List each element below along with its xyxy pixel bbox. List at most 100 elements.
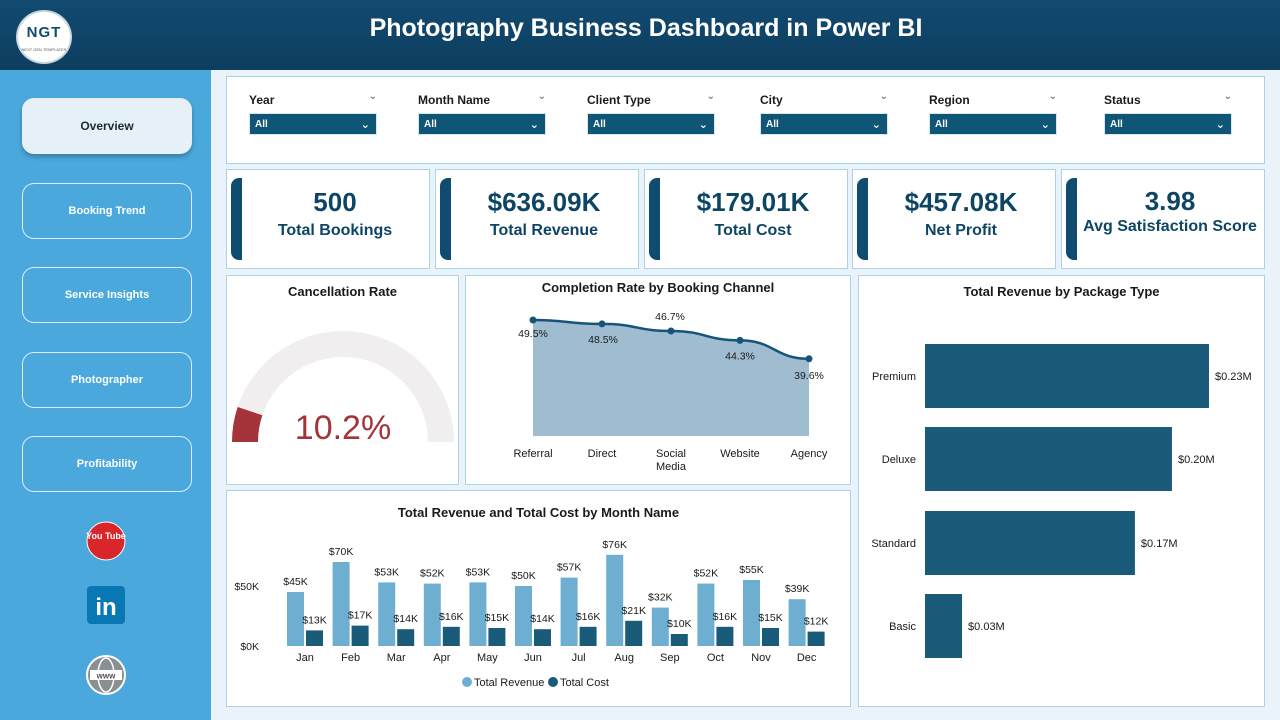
filter-label: Client Type [587, 93, 651, 107]
x-axis-label: Media [656, 461, 687, 473]
kpi-accent-bar [1066, 178, 1077, 260]
cost-bar [306, 630, 323, 646]
region-dropdown[interactable]: All ⌄ [929, 113, 1057, 135]
revenue-data-label: $52K [694, 568, 719, 580]
filter-label: City [760, 93, 783, 107]
chevron-down-icon[interactable]: ⌄ [879, 91, 888, 102]
horizontal-bar-chart[interactable]: Premium $0.23M Deluxe $0.20M Standard $0.17M B… [859, 276, 1264, 706]
cost-data-label: $10K [667, 618, 692, 630]
cost-data-label: $16K [439, 611, 464, 623]
chart-title: Total Revenue by Package Type [963, 284, 1160, 299]
package-bar [925, 344, 1209, 408]
y-axis-label: Deluxe [882, 454, 916, 466]
gauge-value-arc [232, 407, 263, 442]
grouped-bar-chart[interactable]: $0K $50K $45K $13K Jan $70K $17K Feb $53K $14K Mar… [227, 491, 850, 706]
gauge-chart[interactable]: 10.2% [227, 306, 458, 484]
revenue-bar [743, 580, 760, 646]
x-axis-label: Oct [707, 652, 724, 664]
main-content: Year ⌄ All ⌄ Month Name ⌄ All ⌄ Client Type ⌄… [211, 70, 1280, 720]
chart-title: Total Revenue and Total Cost by Month Na… [397, 505, 680, 520]
nav-overview-button[interactable]: Overview [22, 98, 192, 154]
city-dropdown[interactable]: All ⌄ [760, 113, 888, 135]
area-chart[interactable]: 49.5% 48.5% 46.7% 44.3% 39.6% Referral Direct S… [466, 276, 850, 484]
cost-data-label: $21K [621, 605, 646, 617]
filter-panel: Year ⌄ All ⌄ Month Name ⌄ All ⌄ Client Type ⌄… [226, 76, 1265, 164]
gauge-track [232, 331, 454, 442]
revenue-data-label: $39K [785, 583, 810, 595]
chart-title: Completion Rate by Booking Channel [541, 280, 775, 295]
youtube-icon[interactable]: You Tube [86, 521, 126, 561]
data-label: 46.7% [655, 311, 685, 323]
year-dropdown[interactable]: All ⌄ [249, 113, 377, 135]
youtube-icon-text: You Tube [86, 531, 126, 541]
cost-data-label: $16K [576, 611, 601, 623]
x-axis-label: May [477, 652, 498, 664]
cost-bar [397, 629, 415, 646]
filter-client-type: Client Type ⌄ All ⌄ [587, 91, 715, 135]
package-bar [925, 427, 1172, 491]
y-axis-label: Basic [889, 621, 916, 633]
cost-bar [351, 625, 369, 646]
cost-bar [534, 629, 551, 646]
revenue-bar [651, 607, 669, 646]
filter-status: Status ⌄ All ⌄ [1104, 91, 1232, 135]
chevron-down-icon[interactable]: ⌄ [1223, 91, 1232, 102]
revenue-bar [423, 583, 441, 646]
cost-bar [579, 626, 597, 646]
chevron-down-icon[interactable]: ⌄ [706, 91, 715, 102]
cost-data-label: $15K [758, 612, 783, 624]
revenue-data-label: $53K [374, 566, 399, 578]
filter-label: Year [249, 93, 275, 107]
kpi-accent-bar [440, 178, 451, 260]
kpi-accent-bar [231, 178, 242, 260]
kpi-label: Net Profit [925, 222, 997, 239]
kpi-label: Total Revenue [489, 222, 599, 239]
kpi-value: $457.08K [904, 187, 1018, 217]
completion-rate-card: Completion Rate by Booking Channel 49.5%… [465, 275, 851, 485]
chevron-down-icon: ⌄ [360, 119, 370, 131]
nav-service-insights-button[interactable]: Service Insights [22, 267, 192, 323]
revenue-bar [560, 577, 578, 646]
month-name-dropdown[interactable]: All ⌄ [418, 113, 546, 135]
cost-bar [670, 634, 688, 646]
x-axis-label: Jan [296, 652, 314, 664]
data-point [736, 336, 744, 344]
linkedin-icon[interactable]: in [86, 585, 126, 625]
x-axis-label: Nov [751, 652, 771, 664]
nav-booking-trend-button[interactable]: Booking Trend [22, 183, 192, 239]
x-axis-label: Mar [387, 652, 406, 664]
data-label: $0.03M [968, 621, 1005, 633]
legend-label: Total Revenue [474, 677, 544, 689]
client-type-dropdown[interactable]: All ⌄ [587, 113, 715, 135]
dropdown-value: All [935, 119, 948, 130]
data-label: $0.23M [1215, 371, 1252, 383]
x-axis-label: Referral [513, 448, 552, 460]
data-point [529, 316, 537, 324]
chevron-down-icon[interactable]: ⌄ [368, 91, 377, 102]
dropdown-value: All [766, 119, 779, 130]
status-dropdown[interactable]: All ⌄ [1104, 113, 1232, 135]
page-title: Photography Business Dashboard in Power … [369, 14, 923, 42]
chart-title: Cancellation Rate [287, 284, 398, 299]
cancellation-rate-card: Cancellation Rate 10.2% [226, 275, 459, 485]
x-axis-label: Jul [572, 652, 586, 664]
cost-bar [488, 628, 506, 646]
kpi-total-cost: $179.01K Total Cost [644, 169, 848, 269]
kpi-value: $636.09K [487, 187, 601, 217]
chevron-down-icon[interactable]: ⌄ [1048, 91, 1057, 102]
revenue-data-label: $55K [739, 564, 764, 576]
header-bar: NGT NEXT GEN TEMPLATES Photography Busin… [0, 0, 1280, 70]
x-axis-label: Dec [797, 652, 817, 664]
globe-icon[interactable]: www [86, 655, 126, 695]
cost-data-label: $14K [393, 613, 418, 625]
kpi-net-profit: $457.08K Net Profit [852, 169, 1056, 269]
legend-marker [548, 677, 558, 687]
kpi-label: Total Cost [714, 222, 792, 239]
chevron-down-icon: ⌄ [1040, 119, 1050, 131]
dropdown-value: All [255, 119, 268, 130]
nav-profitability-button[interactable]: Profitability [22, 436, 192, 492]
nav-photographer-button[interactable]: Photographer [22, 352, 192, 408]
chevron-down-icon[interactable]: ⌄ [537, 91, 546, 102]
x-axis-label: Aug [614, 652, 634, 664]
cost-bar [625, 620, 643, 646]
